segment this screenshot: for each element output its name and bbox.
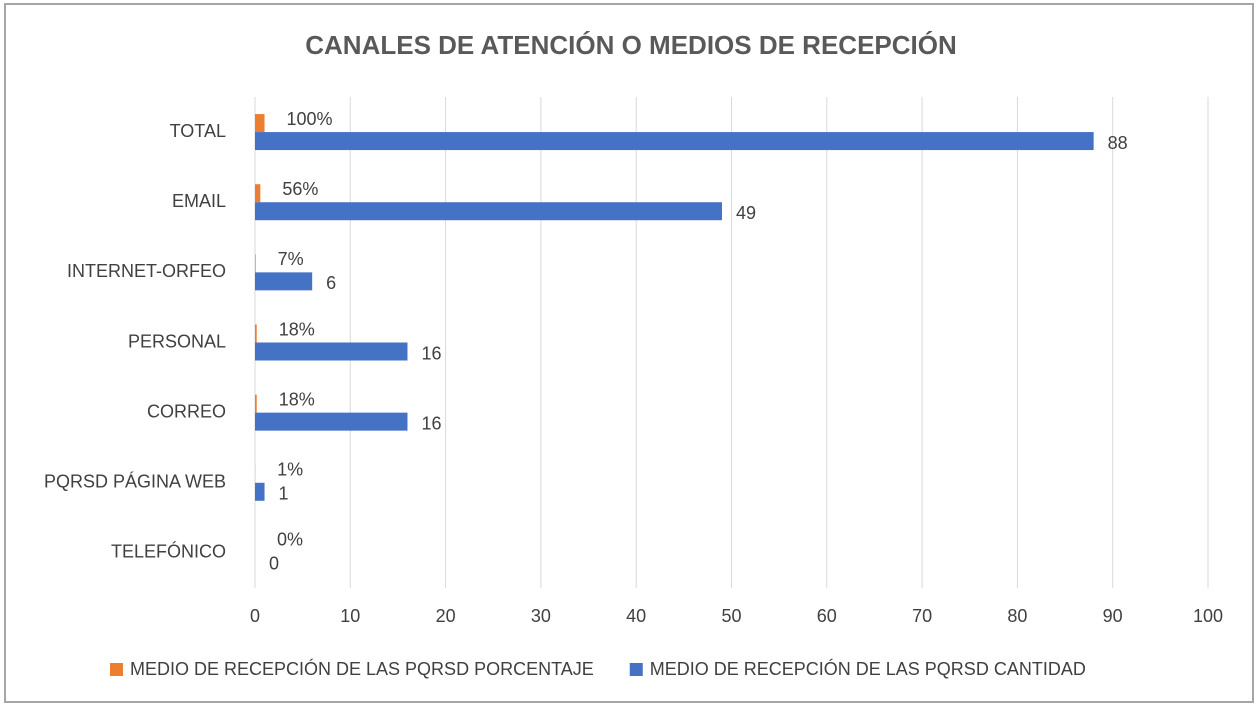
bar <box>255 342 408 361</box>
data-label: 56% <box>282 179 318 199</box>
bar <box>255 202 722 221</box>
chart-frame <box>4 3 1254 703</box>
y-tick-label: CORREO <box>147 401 226 421</box>
bar <box>255 394 257 413</box>
data-label: 16 <box>421 343 441 363</box>
x-tick-label: 50 <box>721 606 741 626</box>
y-tick-label: TELEFÓNICO <box>111 541 226 562</box>
legend-swatch <box>110 663 123 676</box>
data-label: 6 <box>326 273 336 293</box>
x-tick-label: 80 <box>1007 606 1027 626</box>
data-label: 7% <box>278 249 304 269</box>
bar <box>255 272 313 291</box>
y-tick-label: PQRSD PÁGINA WEB <box>44 472 226 492</box>
legend-swatch <box>629 663 643 676</box>
x-tick-label: 60 <box>817 606 837 626</box>
x-tick-label: 0 <box>250 606 260 626</box>
y-tick-label: EMAIL <box>172 191 226 211</box>
x-tick-label: 100 <box>1193 606 1223 626</box>
chart-title: CANALES DE ATENCIÓN O MEDIOS DE RECEPCIÓ… <box>305 30 957 60</box>
data-label: 1% <box>277 460 303 480</box>
data-label: 1 <box>279 484 289 504</box>
bar <box>255 114 265 133</box>
bar <box>255 132 1094 151</box>
data-label: 88 <box>1108 133 1128 153</box>
x-tick-label: 90 <box>1103 606 1123 626</box>
x-tick-label: 70 <box>912 606 932 626</box>
data-label: 0% <box>277 530 303 550</box>
bar <box>255 184 261 203</box>
y-tick-label: INTERNET-ORFEO <box>67 261 226 281</box>
legend-label: MEDIO DE RECEPCIÓN DE LAS PQRSD CANTIDAD <box>650 658 1086 679</box>
bar <box>255 254 256 273</box>
legend-label: MEDIO DE RECEPCIÓN DE LAS PQRSD PORCENTA… <box>130 658 594 679</box>
bar <box>255 412 408 431</box>
x-tick-label: 20 <box>436 606 456 626</box>
data-label: 100% <box>287 109 333 129</box>
bar <box>255 482 265 501</box>
y-tick-label: TOTAL <box>170 121 226 141</box>
data-label: 18% <box>279 389 315 409</box>
data-label: 0 <box>269 554 279 574</box>
x-tick-label: 30 <box>531 606 551 626</box>
data-label: 18% <box>279 319 315 339</box>
y-tick-label: PERSONAL <box>128 331 226 351</box>
data-label: 16 <box>421 413 441 433</box>
x-tick-label: 40 <box>626 606 646 626</box>
data-label: 49 <box>736 203 756 223</box>
x-tick-label: 10 <box>340 606 360 626</box>
bar <box>255 324 257 343</box>
